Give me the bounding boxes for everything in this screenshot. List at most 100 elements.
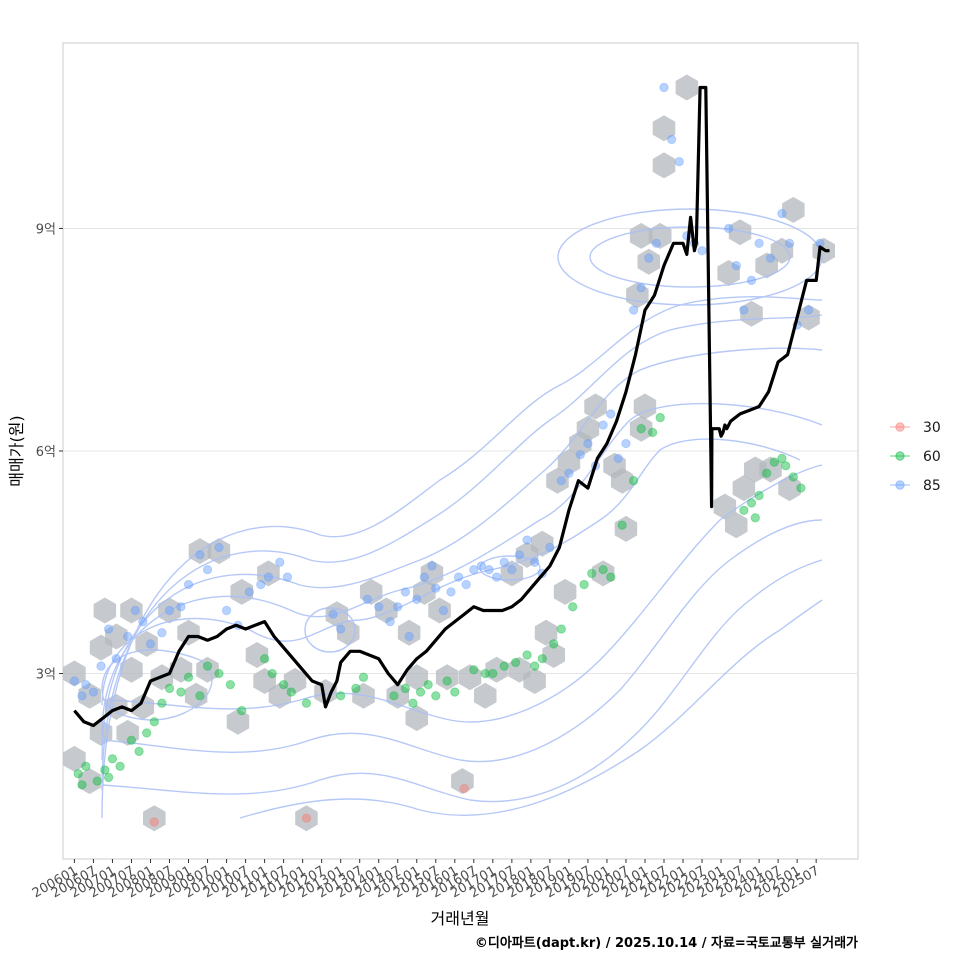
point-85 bbox=[613, 453, 624, 464]
hex-bin bbox=[797, 304, 820, 331]
point-85 bbox=[765, 253, 776, 263]
density-contour bbox=[101, 519, 823, 763]
point-85 bbox=[529, 557, 540, 567]
hex-bin bbox=[375, 597, 398, 624]
y-tick-label: 3억 bbox=[36, 668, 56, 683]
hex-bin bbox=[177, 619, 200, 646]
point-85 bbox=[491, 572, 502, 582]
point-60 bbox=[267, 668, 277, 679]
point-60 bbox=[587, 568, 597, 579]
point-60 bbox=[781, 461, 791, 471]
point-85 bbox=[514, 550, 525, 560]
point-60 bbox=[278, 679, 289, 690]
density-contour bbox=[101, 347, 823, 761]
hex-bin bbox=[725, 512, 748, 539]
point-85 bbox=[122, 631, 133, 642]
hex-bin bbox=[295, 805, 318, 832]
point-60 bbox=[77, 780, 87, 790]
point-85 bbox=[431, 583, 441, 593]
point-85 bbox=[404, 631, 414, 642]
point-85 bbox=[256, 579, 266, 590]
point-85 bbox=[598, 420, 608, 430]
hex-bin bbox=[728, 219, 752, 246]
hex-bin bbox=[591, 560, 615, 587]
hex-bin bbox=[576, 415, 600, 442]
point-60 bbox=[225, 679, 236, 690]
point-85 bbox=[777, 208, 787, 219]
point-85 bbox=[628, 305, 639, 315]
point-60 bbox=[529, 661, 540, 671]
hex-bin bbox=[534, 619, 558, 646]
hex-bin bbox=[268, 682, 292, 709]
point-85 bbox=[138, 616, 148, 627]
point-60 bbox=[92, 776, 102, 786]
point-30 bbox=[301, 813, 312, 823]
density-contour bbox=[101, 464, 823, 723]
point-85 bbox=[164, 605, 175, 616]
point-60 bbox=[750, 513, 760, 523]
point-60 bbox=[202, 661, 213, 671]
point-85 bbox=[96, 661, 106, 671]
hex-bin bbox=[337, 619, 360, 646]
x-axis-title: 거래년월 bbox=[431, 909, 490, 928]
point-85 bbox=[583, 438, 593, 449]
point-85 bbox=[176, 602, 186, 612]
hex-bin bbox=[405, 664, 428, 691]
hex-bin bbox=[557, 449, 581, 476]
density-contour bbox=[557, 208, 823, 306]
point-85 bbox=[145, 639, 156, 649]
point-85 bbox=[111, 654, 121, 664]
point-60 bbox=[510, 657, 521, 668]
point-85 bbox=[606, 409, 616, 419]
point-85 bbox=[564, 468, 574, 478]
point-85 bbox=[636, 283, 646, 293]
hex-bin bbox=[105, 623, 128, 650]
hex-bin bbox=[553, 578, 577, 605]
hex-bin bbox=[405, 705, 428, 732]
point-60 bbox=[408, 698, 418, 708]
y-tick-label: 6억 bbox=[36, 445, 56, 460]
hex-bin bbox=[116, 719, 139, 746]
hex-bin bbox=[614, 515, 638, 542]
point-60 bbox=[617, 520, 627, 530]
hex-bin bbox=[207, 538, 231, 565]
point-85 bbox=[328, 609, 338, 619]
y-tick-label: 9억 bbox=[36, 222, 56, 237]
point-60 bbox=[400, 683, 411, 694]
point-60 bbox=[237, 705, 247, 716]
point-85 bbox=[393, 602, 403, 612]
hex-bin bbox=[652, 152, 676, 179]
point-85 bbox=[644, 253, 654, 263]
hex-bin bbox=[428, 597, 451, 624]
point-85 bbox=[419, 572, 430, 582]
point-85 bbox=[385, 616, 395, 627]
hex-bin bbox=[629, 415, 653, 442]
point-85 bbox=[484, 564, 494, 575]
legend-label: 30 bbox=[923, 420, 941, 436]
hex-bin bbox=[245, 642, 269, 668]
point-85 bbox=[275, 557, 285, 567]
point-85 bbox=[157, 628, 167, 638]
scatter-points bbox=[69, 82, 825, 827]
point-85 bbox=[659, 82, 669, 93]
hex-bin bbox=[63, 745, 86, 772]
hex-bin bbox=[131, 693, 155, 720]
point-85 bbox=[362, 594, 373, 605]
point-60 bbox=[739, 505, 749, 516]
legend-label: 85 bbox=[923, 478, 941, 494]
hex-bin bbox=[546, 467, 569, 494]
point-60 bbox=[415, 687, 426, 697]
point-85 bbox=[374, 602, 384, 612]
point-85 bbox=[263, 572, 274, 582]
point-85 bbox=[183, 579, 194, 590]
hex-bin bbox=[637, 248, 660, 275]
point-85 bbox=[400, 587, 411, 597]
hex-bin bbox=[458, 664, 482, 691]
point-85 bbox=[746, 275, 757, 286]
hex-bin bbox=[120, 656, 143, 683]
hex-bin bbox=[230, 578, 253, 605]
hex-bin bbox=[633, 393, 657, 420]
point-85 bbox=[202, 564, 213, 575]
point-85 bbox=[499, 557, 509, 567]
